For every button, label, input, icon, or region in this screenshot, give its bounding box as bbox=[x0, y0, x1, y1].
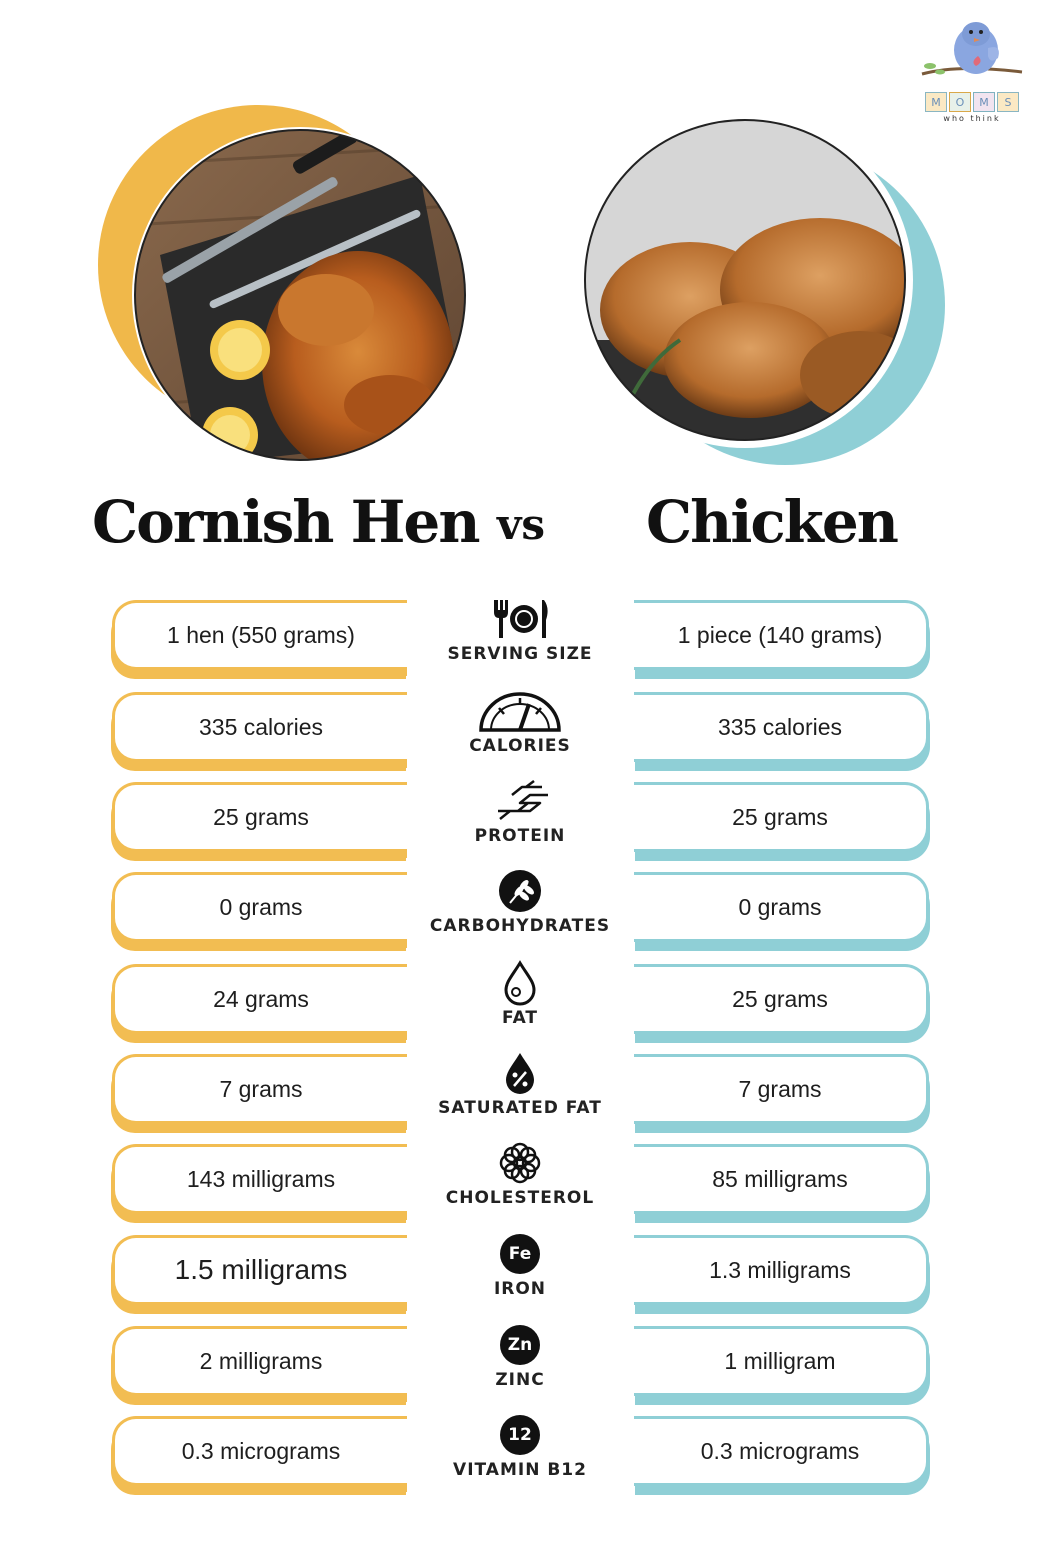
comparison-header: Cornish Hen vs Chicken bbox=[0, 488, 1038, 578]
logo-letter: O bbox=[949, 92, 971, 112]
nutrient-label: SATURATED FAT bbox=[438, 1098, 602, 1118]
chicken-photo bbox=[570, 110, 960, 480]
nutrient-label: CALORIES bbox=[469, 736, 571, 756]
cornish-hen-value: 1 hen (550 grams) bbox=[112, 600, 407, 676]
fe-badge-icon: Fe bbox=[500, 1234, 540, 1274]
logo-letter: M bbox=[925, 92, 947, 112]
chicken-value: 1 milligram bbox=[634, 1326, 929, 1396]
utensils-icon bbox=[488, 596, 552, 642]
right-title: Chicken bbox=[646, 488, 899, 556]
nutrient-label: SERVING SIZE bbox=[447, 644, 593, 664]
flower-icon bbox=[497, 1140, 543, 1186]
cornish-hen-value: 24 grams bbox=[112, 964, 407, 1040]
nutrient-label-block: Fe IRON bbox=[420, 1231, 620, 1317]
nutrition-row-cholesterol: 143 milligrams CHOLESTEROL 85 milligrams bbox=[0, 1140, 1038, 1230]
chicken-value: 7 grams bbox=[634, 1054, 929, 1124]
protein-strand-icon bbox=[492, 778, 548, 824]
nutrition-row-fat: 24 grams FAT 25 grams bbox=[0, 960, 1038, 1050]
logo-letter: S bbox=[997, 92, 1019, 112]
wheat-icon bbox=[498, 868, 542, 914]
nutrition-row-vitamin-b12: 0.3 micrograms 12 VITAMIN B12 0.3 microg… bbox=[0, 1412, 1038, 1502]
nutrient-label-block: CARBOHYDRATES bbox=[420, 868, 620, 954]
nutrition-row-carbohydrates: 0 grams CARBOHYDRATES 0 grams bbox=[0, 868, 1038, 958]
zn-badge-icon: Zn bbox=[500, 1325, 540, 1365]
cornish-hen-value: 0 grams bbox=[112, 872, 407, 948]
nutrition-row-serving-size: 1 hen (550 grams) SERVING SIZE 1 piece (… bbox=[0, 596, 1038, 686]
moms-who-think-logo: M O M S who think bbox=[918, 18, 1026, 123]
cornish-hen-value: 2 milligrams bbox=[112, 1326, 407, 1402]
chicken-value: 1.3 milligrams bbox=[634, 1235, 929, 1305]
logo-letter: M bbox=[973, 92, 995, 112]
nutrient-label: ZINC bbox=[495, 1370, 545, 1390]
nutrient-label-block: Zn ZINC bbox=[420, 1322, 620, 1408]
logo-tagline: who think bbox=[943, 114, 1001, 123]
cornish-hen-value: 25 grams bbox=[112, 782, 407, 858]
nutrient-label-block: SERVING SIZE bbox=[420, 596, 620, 682]
left-title: Cornish Hen bbox=[92, 488, 480, 556]
chicken-value: 335 calories bbox=[634, 692, 929, 762]
drop-icon bbox=[502, 960, 538, 1006]
gauge-icon bbox=[477, 688, 563, 734]
nutrition-row-iron: 1.5 milligrams Fe IRON 1.3 milligrams bbox=[0, 1231, 1038, 1321]
cornish-hen-value: 0.3 micrograms bbox=[112, 1416, 407, 1492]
nutrient-label: PROTEIN bbox=[474, 826, 566, 846]
percent-drop-icon bbox=[502, 1050, 538, 1096]
nutrient-label-block: CHOLESTEROL bbox=[420, 1140, 620, 1226]
nutrient-label: FAT bbox=[501, 1008, 539, 1028]
nutrient-label: CHOLESTEROL bbox=[445, 1188, 595, 1208]
b12-badge-icon: 12 bbox=[500, 1415, 540, 1455]
nutrition-row-zinc: 2 milligrams Zn ZINC 1 milligram bbox=[0, 1322, 1038, 1412]
chicken-value: 1 piece (140 grams) bbox=[634, 600, 929, 670]
nutrient-label-block: PROTEIN bbox=[420, 778, 620, 864]
nutrient-label-block: 12 VITAMIN B12 bbox=[420, 1412, 620, 1498]
cornish-hen-value: 7 grams bbox=[112, 1054, 407, 1130]
bird-icon bbox=[921, 22, 1023, 76]
nutrition-row-protein: 25 grams PROTEIN 25 grams bbox=[0, 778, 1038, 868]
cornish-hen-value: 1.5 milligrams bbox=[112, 1235, 407, 1311]
cornish-hen-value: 335 calories bbox=[112, 692, 407, 768]
chicken-value: 0 grams bbox=[634, 872, 929, 942]
nutrition-row-calories: 335 calories CALORIES 335 calories bbox=[0, 688, 1038, 778]
cornish-hen-value: 143 milligrams bbox=[112, 1144, 407, 1220]
nutrient-label: IRON bbox=[493, 1279, 547, 1299]
chicken-value: 25 grams bbox=[634, 782, 929, 852]
nutrient-label-block: SATURATED FAT bbox=[420, 1050, 620, 1136]
nutrient-label-block: CALORIES bbox=[420, 688, 620, 774]
nutrition-row-saturated-fat: 7 grams SATURATED FAT 7 grams bbox=[0, 1050, 1038, 1140]
vs-label: vs bbox=[497, 500, 546, 549]
chicken-value: 0.3 micrograms bbox=[634, 1416, 929, 1486]
chicken-value: 85 milligrams bbox=[634, 1144, 929, 1214]
chicken-value: 25 grams bbox=[634, 964, 929, 1034]
nutrient-label: VITAMIN B12 bbox=[453, 1460, 587, 1480]
cornish-hen-photo bbox=[90, 105, 480, 475]
nutrient-label-block: FAT bbox=[420, 960, 620, 1046]
nutrient-label: CARBOHYDRATES bbox=[429, 916, 611, 936]
